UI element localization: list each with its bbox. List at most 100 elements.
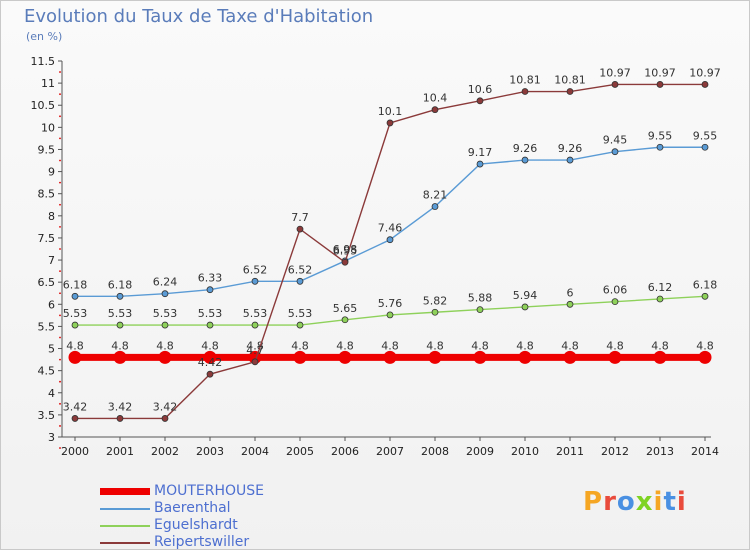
data-point [428,350,442,364]
data-label: 5.53 [243,307,268,320]
data-label: 10.97 [644,66,676,79]
y-tick-label: 3 [48,431,55,444]
data-label: 9.17 [468,146,493,159]
x-tick-label: 2013 [646,445,674,458]
y-tick-label: 10 [41,121,55,134]
y-minor-tick [59,402,61,405]
chart-title: Evolution du Taux de Taxe d'Habitation [24,6,374,27]
data-label: 5.88 [468,292,493,305]
data-point [338,350,352,364]
data-point [206,370,214,378]
legend-swatch [100,542,150,544]
legend-swatch [100,488,150,495]
y-minor-tick [59,447,61,449]
data-label: 9.26 [513,142,538,155]
y-tick-label: 11.5 [31,55,56,68]
x-tick-label: 2010 [511,445,539,458]
y-minor-tick [59,270,61,273]
data-label: 9.55 [648,129,673,142]
data-label: 4.8 [696,339,714,352]
data-point [116,292,124,300]
data-label: 10.97 [689,66,721,79]
data-point [653,350,667,364]
data-point [566,300,574,308]
y-minor-tick [59,292,61,295]
data-label: 10.81 [554,74,586,87]
data-label: 4.8 [471,339,489,352]
data-point [71,415,79,422]
data-point [476,160,484,168]
y-tick-label: 8.5 [38,188,56,201]
data-label: 6.18 [63,278,88,291]
data-point [113,350,127,364]
data-point [161,290,169,298]
data-point [701,81,709,88]
x-tick-label: 2014 [691,445,719,458]
data-point [566,88,574,95]
data-label: 4.8 [561,339,579,352]
y-minor-tick [59,248,61,250]
legend-swatch [100,508,150,510]
data-label: 4.8 [201,339,219,352]
data-point [71,292,79,300]
y-minor-tick [59,380,61,383]
data-point [608,350,622,364]
data-label: 6.33 [198,272,223,285]
data-label: 6.12 [648,281,673,294]
data-point [203,350,217,364]
data-point [386,311,394,319]
data-label: 3.42 [153,400,178,413]
y-minor-tick [59,137,61,140]
y-tick-label: 10.5 [31,99,56,112]
data-label: 6.52 [243,263,268,276]
data-label: 10.1 [378,105,403,118]
data-point [158,350,172,364]
y-minor-tick [59,159,61,162]
data-point [656,295,664,303]
data-label: 6.98 [333,243,358,256]
legend-label: MOUTERHOUSE [154,483,264,499]
x-tick-label: 2007 [376,445,404,458]
data-point [698,350,712,364]
data-point [116,415,124,422]
data-label: 5.94 [513,289,538,302]
data-label: 4.8 [66,339,84,352]
data-point [296,277,304,285]
data-point [68,350,82,364]
data-point [611,81,619,88]
data-point [71,321,79,329]
data-point [521,156,529,164]
data-point [431,203,439,210]
x-tick-label: 2005 [286,445,314,458]
data-label: 7.7 [291,211,309,224]
data-point [296,321,304,329]
data-label: 6.52 [288,263,313,276]
data-label: 5.53 [63,307,88,320]
data-point [611,298,619,306]
x-tick-label: 2002 [151,445,179,458]
y-tick-label: 9.5 [38,143,56,156]
data-label: 5.76 [378,297,403,310]
data-point [296,225,304,233]
data-point [611,148,619,156]
x-tick-label: 2004 [241,445,269,458]
y-tick-label: 5 [48,343,55,356]
logo-letter: i [653,487,664,517]
data-label: 10.97 [599,66,631,79]
y-minor-tick [59,225,61,228]
logo-letter: i [676,487,687,517]
data-point [521,303,529,311]
data-label: 4.8 [426,339,444,352]
data-label: 8.21 [423,189,448,202]
y-tick-label: 6.5 [38,276,56,289]
x-tick-label: 2011 [556,445,584,458]
y-minor-tick [59,314,61,317]
data-point [161,321,169,329]
legend-swatch [100,525,150,527]
data-label: 4.8 [516,339,534,352]
data-point [656,81,664,88]
data-label: 4.42 [198,356,223,369]
data-label: 4.8 [651,339,669,352]
